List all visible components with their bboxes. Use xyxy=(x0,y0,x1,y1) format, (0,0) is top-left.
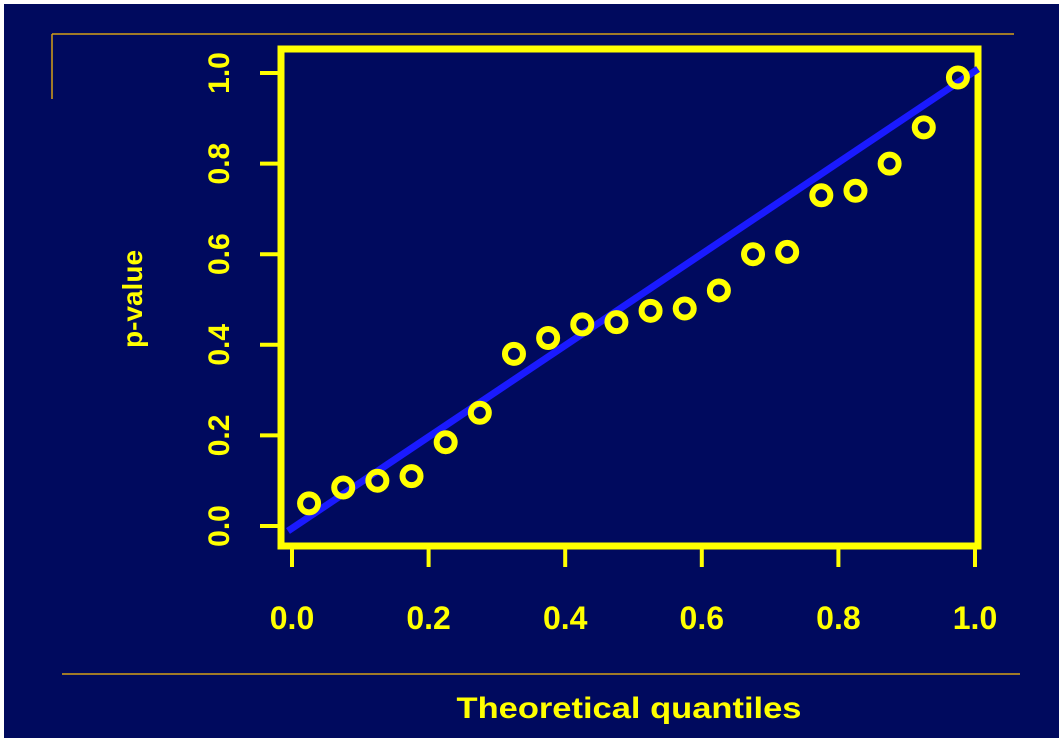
data-point xyxy=(467,400,492,425)
data-point xyxy=(365,468,390,493)
x-tick-label: 0.4 xyxy=(543,600,588,636)
data-point xyxy=(672,296,697,321)
plot-frame xyxy=(277,45,982,550)
data-point xyxy=(706,278,731,303)
data-point xyxy=(570,312,595,337)
data-point xyxy=(877,151,902,176)
y-tick-label: 0.8 xyxy=(203,143,236,185)
x-axis: 0.0 0.2 0.4 0.6 0.8 1.0 xyxy=(270,546,997,636)
y-axis: 0.0 0.2 0.4 0.6 0.8 1.0 xyxy=(203,52,281,547)
reference-line xyxy=(286,66,980,534)
data-point xyxy=(741,242,766,267)
data-point xyxy=(501,341,526,366)
data-point xyxy=(809,183,834,208)
data-point xyxy=(433,430,458,455)
data-point xyxy=(399,464,424,489)
data-point xyxy=(536,326,561,351)
x-tick-label: 1.0 xyxy=(953,600,997,636)
x-tick-label: 0.8 xyxy=(816,600,860,636)
y-tick-label: 0.0 xyxy=(203,505,236,547)
x-axis-label: Theoretical quantiles xyxy=(457,692,802,725)
x-tick-label: 0.6 xyxy=(680,600,724,636)
y-axis-label: p-value xyxy=(117,250,148,348)
data-points xyxy=(297,65,970,516)
slide-background: 0.0 0.2 0.4 0.6 0.8 1.0 0.0 0.2 0.4 0.6 0.8 1.0 Th… xyxy=(4,4,1059,738)
qq-plot: 0.0 0.2 0.4 0.6 0.8 1.0 0.0 0.2 0.4 0.6 0.8 1.0 Th… xyxy=(51,33,1020,725)
data-point xyxy=(945,65,970,90)
y-tick-label: 1.0 xyxy=(203,52,236,94)
data-point xyxy=(604,310,629,335)
data-point xyxy=(843,178,868,203)
data-point xyxy=(638,298,663,323)
data-point xyxy=(297,491,322,516)
x-tick-label: 0.0 xyxy=(270,600,314,636)
y-tick-label: 0.6 xyxy=(203,233,236,275)
y-tick-label: 0.2 xyxy=(203,415,236,457)
data-point xyxy=(331,475,356,500)
data-point xyxy=(775,239,800,264)
data-point xyxy=(911,115,936,140)
y-tick-label: 0.4 xyxy=(203,324,236,366)
x-tick-label: 0.2 xyxy=(406,600,450,636)
